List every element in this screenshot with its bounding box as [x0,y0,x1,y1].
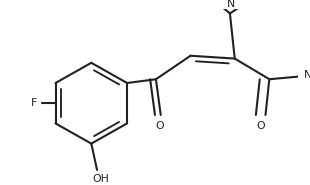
Text: O: O [256,121,265,131]
Text: O: O [155,121,164,131]
Text: F: F [31,98,38,108]
Text: OH: OH [92,174,109,184]
Text: N: N [227,0,235,9]
Text: N: N [304,70,310,80]
